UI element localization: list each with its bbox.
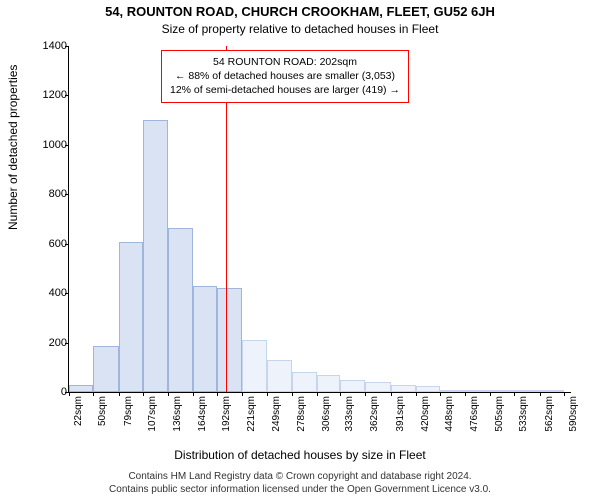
x-tick-label: 136sqm bbox=[172, 396, 183, 456]
histogram-bar bbox=[365, 382, 390, 392]
info-box-line: ← 88% of detached houses are smaller (3,… bbox=[170, 69, 400, 83]
y-tick-label: 600 bbox=[7, 238, 67, 250]
histogram-bar bbox=[193, 286, 217, 392]
x-tick-mark bbox=[490, 392, 491, 396]
x-tick-label: 107sqm bbox=[147, 396, 158, 456]
y-tick-label: 1000 bbox=[7, 139, 67, 151]
x-tick-mark bbox=[514, 392, 515, 396]
x-tick-mark bbox=[193, 392, 194, 396]
plot-area: 020040060080010001200140022sqm50sqm79sqm… bbox=[68, 46, 571, 393]
histogram-bar bbox=[540, 390, 564, 392]
histogram-bar bbox=[490, 390, 514, 392]
x-tick-label: 533sqm bbox=[518, 396, 529, 456]
histogram-bar bbox=[340, 380, 365, 392]
x-tick-label: 476sqm bbox=[469, 396, 480, 456]
x-tick-label: 192sqm bbox=[221, 396, 232, 456]
x-tick-label: 79sqm bbox=[123, 396, 134, 456]
x-tick-label: 505sqm bbox=[494, 396, 505, 456]
x-tick-label: 249sqm bbox=[271, 396, 282, 456]
x-tick-mark bbox=[416, 392, 417, 396]
x-axis-label: Distribution of detached houses by size … bbox=[0, 448, 600, 462]
x-tick-label: 22sqm bbox=[73, 396, 84, 456]
x-tick-mark bbox=[119, 392, 120, 396]
histogram-bar bbox=[242, 340, 266, 392]
x-tick-label: 391sqm bbox=[395, 396, 406, 456]
histogram-bar bbox=[93, 346, 118, 392]
x-tick-mark bbox=[465, 392, 466, 396]
histogram-bar bbox=[317, 375, 341, 392]
x-tick-mark bbox=[267, 392, 268, 396]
histogram-bar bbox=[119, 242, 143, 392]
info-box-line: 12% of semi-detached houses are larger (… bbox=[170, 83, 400, 97]
x-tick-label: 278sqm bbox=[296, 396, 307, 456]
y-tick-label: 800 bbox=[7, 188, 67, 200]
histogram-bar bbox=[440, 390, 464, 392]
histogram-bar bbox=[69, 385, 93, 392]
histogram-bar bbox=[514, 390, 539, 392]
chart-title: 54, ROUNTON ROAD, CHURCH CROOKHAM, FLEET… bbox=[0, 4, 600, 19]
y-tick-label: 1400 bbox=[7, 40, 67, 52]
histogram-bar bbox=[292, 372, 316, 392]
chart-subtitle: Size of property relative to detached ho… bbox=[0, 22, 600, 36]
x-tick-label: 306sqm bbox=[321, 396, 332, 456]
footer-text: Contains HM Land Registry data © Crown c… bbox=[0, 470, 600, 496]
x-tick-mark bbox=[292, 392, 293, 396]
x-tick-mark bbox=[242, 392, 243, 396]
histogram-bar bbox=[416, 386, 440, 392]
footer-line-2: Contains public sector information licen… bbox=[0, 483, 600, 496]
x-tick-mark bbox=[168, 392, 169, 396]
histogram-bar bbox=[143, 120, 168, 392]
chart-container: { "title": "54, ROUNTON ROAD, CHURCH CRO… bbox=[0, 0, 600, 500]
x-tick-label: 362sqm bbox=[369, 396, 380, 456]
x-tick-label: 562sqm bbox=[544, 396, 555, 456]
x-tick-label: 333sqm bbox=[344, 396, 355, 456]
y-tick-label: 200 bbox=[7, 337, 67, 349]
x-tick-mark bbox=[440, 392, 441, 396]
x-tick-mark bbox=[340, 392, 341, 396]
histogram-bar bbox=[391, 385, 416, 392]
footer-line-1: Contains HM Land Registry data © Crown c… bbox=[0, 470, 600, 483]
x-tick-mark bbox=[217, 392, 218, 396]
y-tick-label: 1200 bbox=[7, 89, 67, 101]
x-tick-mark bbox=[391, 392, 392, 396]
histogram-bar bbox=[267, 360, 292, 392]
x-tick-label: 590sqm bbox=[568, 396, 579, 456]
x-tick-mark bbox=[365, 392, 366, 396]
x-tick-label: 420sqm bbox=[420, 396, 431, 456]
histogram-bar bbox=[217, 288, 242, 392]
x-tick-mark bbox=[69, 392, 70, 396]
x-tick-mark bbox=[540, 392, 541, 396]
x-tick-mark bbox=[564, 392, 565, 396]
x-tick-label: 50sqm bbox=[97, 396, 108, 456]
info-box: 54 ROUNTON ROAD: 202sqm← 88% of detached… bbox=[161, 50, 409, 103]
x-tick-label: 164sqm bbox=[197, 396, 208, 456]
info-box-line: 54 ROUNTON ROAD: 202sqm bbox=[170, 55, 400, 69]
histogram-bar bbox=[465, 390, 490, 392]
y-tick-label: 400 bbox=[7, 287, 67, 299]
x-tick-mark bbox=[93, 392, 94, 396]
x-tick-mark bbox=[317, 392, 318, 396]
x-tick-mark bbox=[143, 392, 144, 396]
x-tick-label: 221sqm bbox=[246, 396, 257, 456]
y-tick-label: 0 bbox=[7, 386, 67, 398]
x-tick-label: 448sqm bbox=[444, 396, 455, 456]
histogram-bar bbox=[168, 228, 192, 392]
